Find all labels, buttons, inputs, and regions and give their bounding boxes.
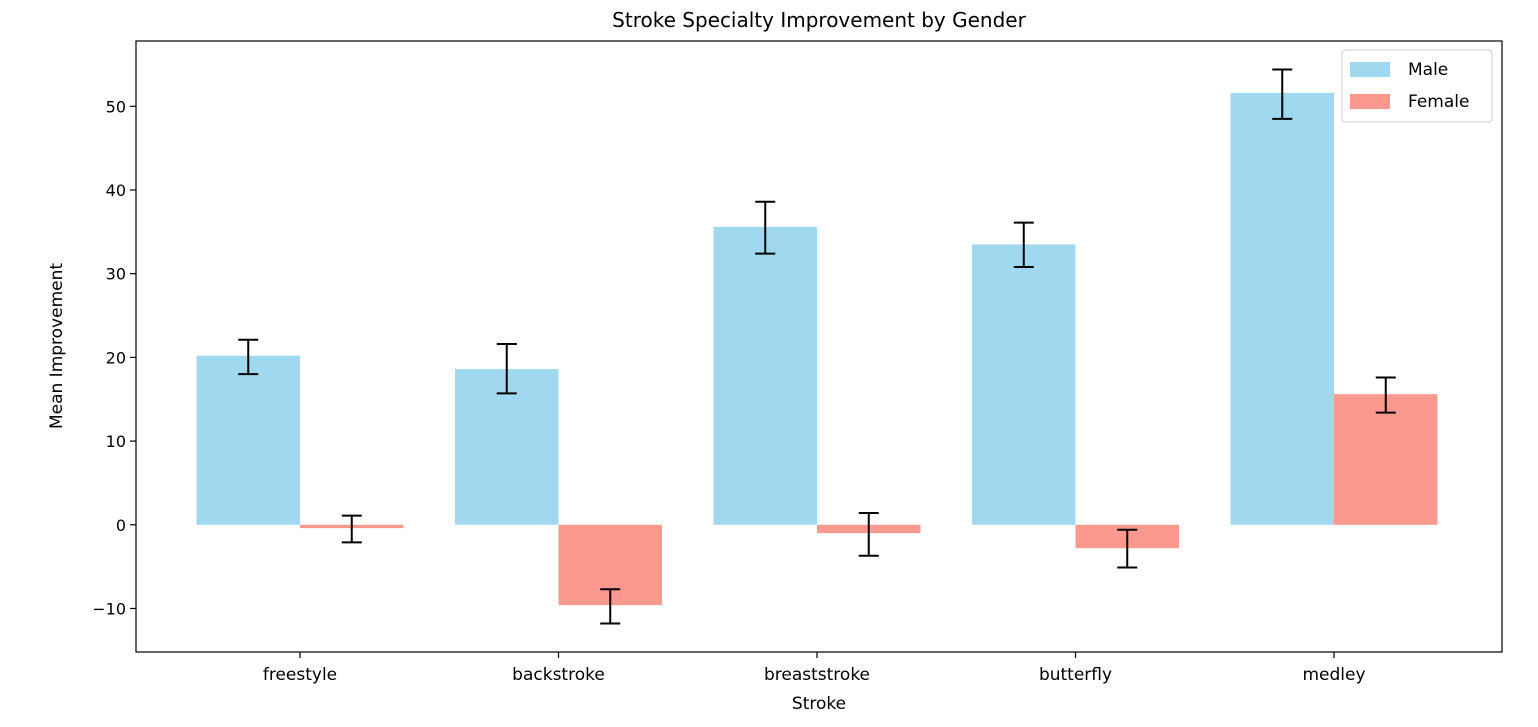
error-bar-male-backstroke	[496, 342, 517, 395]
error-bar-male-freestyle	[238, 338, 259, 376]
error-bar-female-freestyle	[341, 514, 362, 544]
y-axis: −10 0 10 20 30 40 50	[92, 97, 136, 618]
x-axis-label: Stroke	[792, 694, 846, 714]
x-tick-label-breaststroke: breaststroke	[764, 665, 870, 685]
x-tick-label-butterfly: butterfly	[1039, 665, 1112, 685]
x-tick-label-freestyle: freestyle	[263, 665, 337, 685]
legend-label-female: Female	[1408, 92, 1469, 112]
x-tick-label-medley: medley	[1302, 665, 1365, 685]
y-tick-label: 40	[106, 181, 126, 200]
bar-male-medley	[1230, 92, 1334, 525]
y-axis-label: Mean Improvement	[47, 263, 67, 429]
error-bar-female-medley	[1375, 376, 1396, 414]
legend-swatch-female	[1350, 94, 1390, 109]
bar-female-medley	[1334, 394, 1438, 525]
plot-area	[196, 68, 1438, 625]
error-bar-male-butterfly	[1013, 221, 1034, 268]
chart-title: Stroke Specialty Improvement by Gender	[612, 8, 1026, 32]
error-bar-female-backstroke	[600, 588, 621, 625]
error-bar-male-breaststroke	[755, 200, 776, 255]
plot-frame	[135, 40, 1503, 653]
y-tick-label: 30	[106, 265, 126, 284]
error-bar-female-butterfly	[1117, 528, 1138, 569]
y-tick-label: −10	[92, 599, 126, 618]
y-tick-label: 20	[106, 348, 126, 367]
bar-male-breaststroke	[713, 226, 817, 525]
y-tick-label: 0	[116, 516, 126, 535]
legend-swatch-male	[1350, 62, 1390, 77]
bar-male-backstroke	[455, 369, 559, 525]
x-tick-label-backstroke: backstroke	[512, 665, 605, 685]
error-bar-female-breaststroke	[858, 512, 879, 557]
x-axis: freestyle backstroke breaststroke butterfly…	[263, 652, 1366, 685]
legend: Male Female	[1341, 49, 1493, 123]
bar-male-freestyle	[196, 355, 300, 525]
legend-label-male: Male	[1408, 60, 1448, 80]
bar-male-butterfly	[972, 244, 1076, 525]
error-bar-male-medley	[1272, 68, 1293, 120]
y-tick-label: 50	[106, 97, 126, 116]
y-tick-label: 10	[106, 432, 126, 451]
